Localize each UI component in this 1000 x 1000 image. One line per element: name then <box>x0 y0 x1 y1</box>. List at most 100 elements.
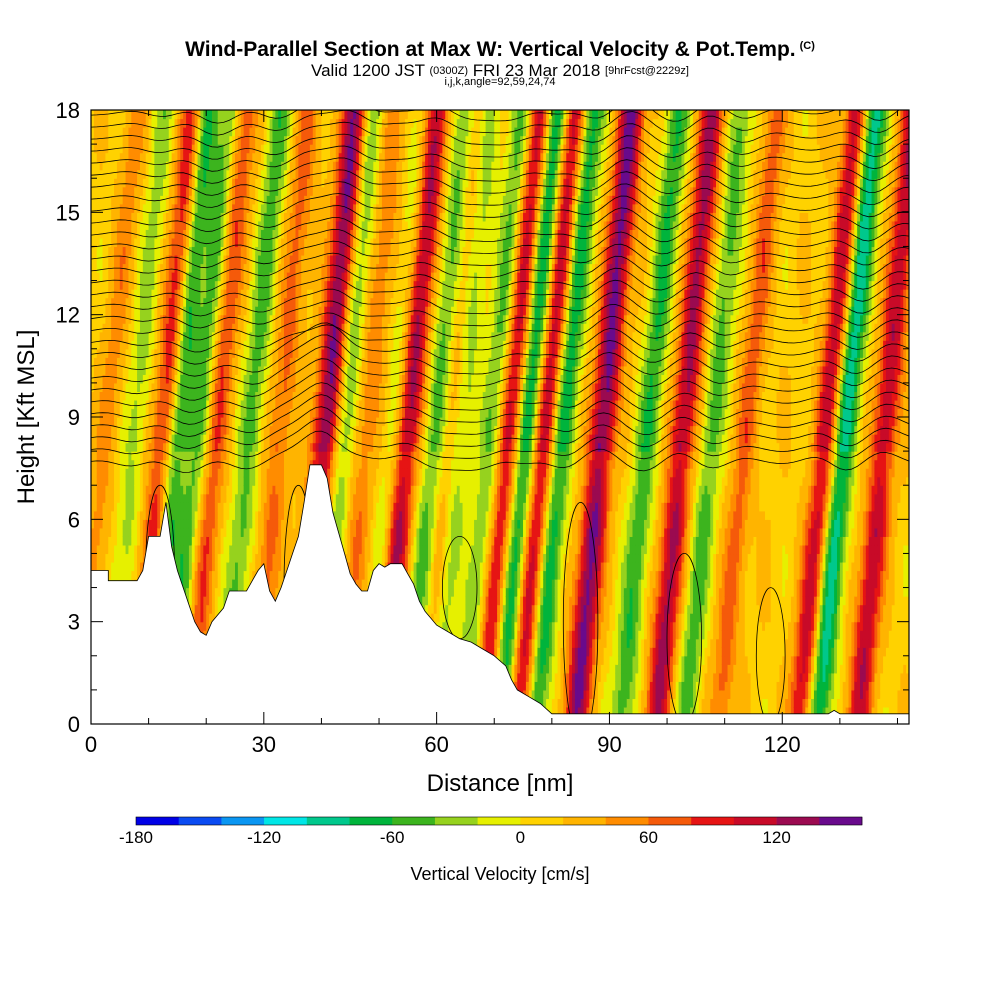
velocity-cell <box>183 553 187 563</box>
velocity-cell <box>183 212 187 222</box>
velocity-cell <box>134 434 138 444</box>
velocity-cell <box>200 280 204 290</box>
velocity-cell <box>191 570 196 580</box>
velocity-cell <box>142 348 147 358</box>
velocity-cell <box>203 323 207 333</box>
velocity-cell <box>206 476 210 486</box>
velocity-cell <box>174 527 179 537</box>
velocity-cell <box>102 399 106 410</box>
velocity-cell <box>137 161 141 171</box>
velocity-cell <box>102 485 106 495</box>
velocity-cell <box>134 553 138 563</box>
velocity-cell <box>174 408 179 418</box>
velocity-cell <box>168 340 173 350</box>
velocity-cell <box>177 152 181 162</box>
velocity-cell <box>171 493 176 503</box>
velocity-cell <box>142 536 147 546</box>
velocity-cell <box>154 212 158 222</box>
velocity-cell <box>157 417 161 427</box>
velocity-cell <box>93 536 98 546</box>
velocity-cell <box>128 161 132 171</box>
velocity-cell <box>128 365 132 375</box>
velocity-cell <box>206 519 210 529</box>
velocity-cell <box>122 434 127 444</box>
velocity-cell <box>122 169 127 179</box>
velocity-cell <box>186 110 190 120</box>
velocity-cell <box>125 485 130 495</box>
velocity-cell <box>197 161 202 171</box>
velocity-cell <box>151 280 155 290</box>
velocity-cell <box>122 195 127 205</box>
velocity-cell <box>188 434 193 444</box>
velocity-cell <box>197 314 202 324</box>
velocity-cell <box>91 212 95 222</box>
velocity-cell <box>174 374 179 384</box>
velocity-cell <box>197 195 202 205</box>
velocity-cell <box>188 399 193 410</box>
velocity-cell <box>99 254 104 265</box>
velocity-cell <box>142 519 147 529</box>
velocity-cell <box>108 297 112 307</box>
velocity-cell <box>174 348 179 358</box>
velocity-cell <box>145 323 150 333</box>
velocity-cell <box>91 485 95 495</box>
velocity-cell <box>148 127 153 137</box>
velocity-cell <box>200 237 204 248</box>
velocity-cell <box>122 246 127 256</box>
velocity-cell <box>160 237 164 248</box>
velocity-cell <box>157 348 161 358</box>
velocity-cell <box>151 118 155 128</box>
velocity-cell <box>96 178 101 188</box>
velocity-cell <box>200 144 204 154</box>
velocity-cell <box>163 152 167 162</box>
velocity-cell <box>99 425 104 435</box>
velocity-cell <box>186 570 190 580</box>
velocity-cell <box>165 451 170 461</box>
velocity-cell <box>116 306 121 316</box>
velocity-cell <box>191 314 196 324</box>
velocity-cell <box>203 289 207 299</box>
velocity-cell <box>171 246 176 256</box>
velocity-cell <box>180 502 184 512</box>
velocity-cell <box>131 357 135 367</box>
velocity-cell <box>148 408 153 418</box>
velocity-cell <box>111 374 115 384</box>
velocity-cell <box>111 459 115 469</box>
velocity-cell <box>139 195 144 205</box>
velocity-cell <box>145 203 150 213</box>
velocity-cell <box>96 374 101 384</box>
velocity-cell <box>206 357 210 367</box>
velocity-cell <box>93 357 98 367</box>
velocity-cell <box>191 493 196 503</box>
velocity-cell <box>125 161 130 171</box>
velocity-cell <box>142 493 147 503</box>
velocity-cell <box>99 391 104 401</box>
velocity-cell <box>168 135 173 145</box>
velocity-cell <box>186 587 190 597</box>
velocity-cell <box>191 195 196 205</box>
velocity-cell <box>206 229 210 239</box>
velocity-cell <box>151 348 155 358</box>
velocity-cell <box>168 152 173 162</box>
velocity-cell <box>191 417 196 427</box>
velocity-cell <box>160 399 164 410</box>
velocity-cell <box>206 391 210 401</box>
velocity-cell <box>180 212 184 222</box>
velocity-cell <box>180 468 184 478</box>
velocity-cell <box>200 382 204 393</box>
velocity-cell <box>165 280 170 290</box>
velocity-cell <box>119 365 124 375</box>
velocity-cell <box>134 272 138 282</box>
velocity-cell <box>194 152 199 162</box>
velocity-cell <box>206 195 210 205</box>
velocity-cell <box>125 348 130 358</box>
velocity-cell <box>108 254 112 265</box>
velocity-cell <box>99 434 104 444</box>
velocity-cell <box>145 459 150 469</box>
velocity-cell <box>177 468 181 478</box>
velocity-cell <box>177 340 181 350</box>
velocity-cell <box>93 365 98 375</box>
velocity-cell <box>174 263 179 273</box>
velocity-cell <box>180 425 184 435</box>
velocity-cell <box>96 212 101 222</box>
